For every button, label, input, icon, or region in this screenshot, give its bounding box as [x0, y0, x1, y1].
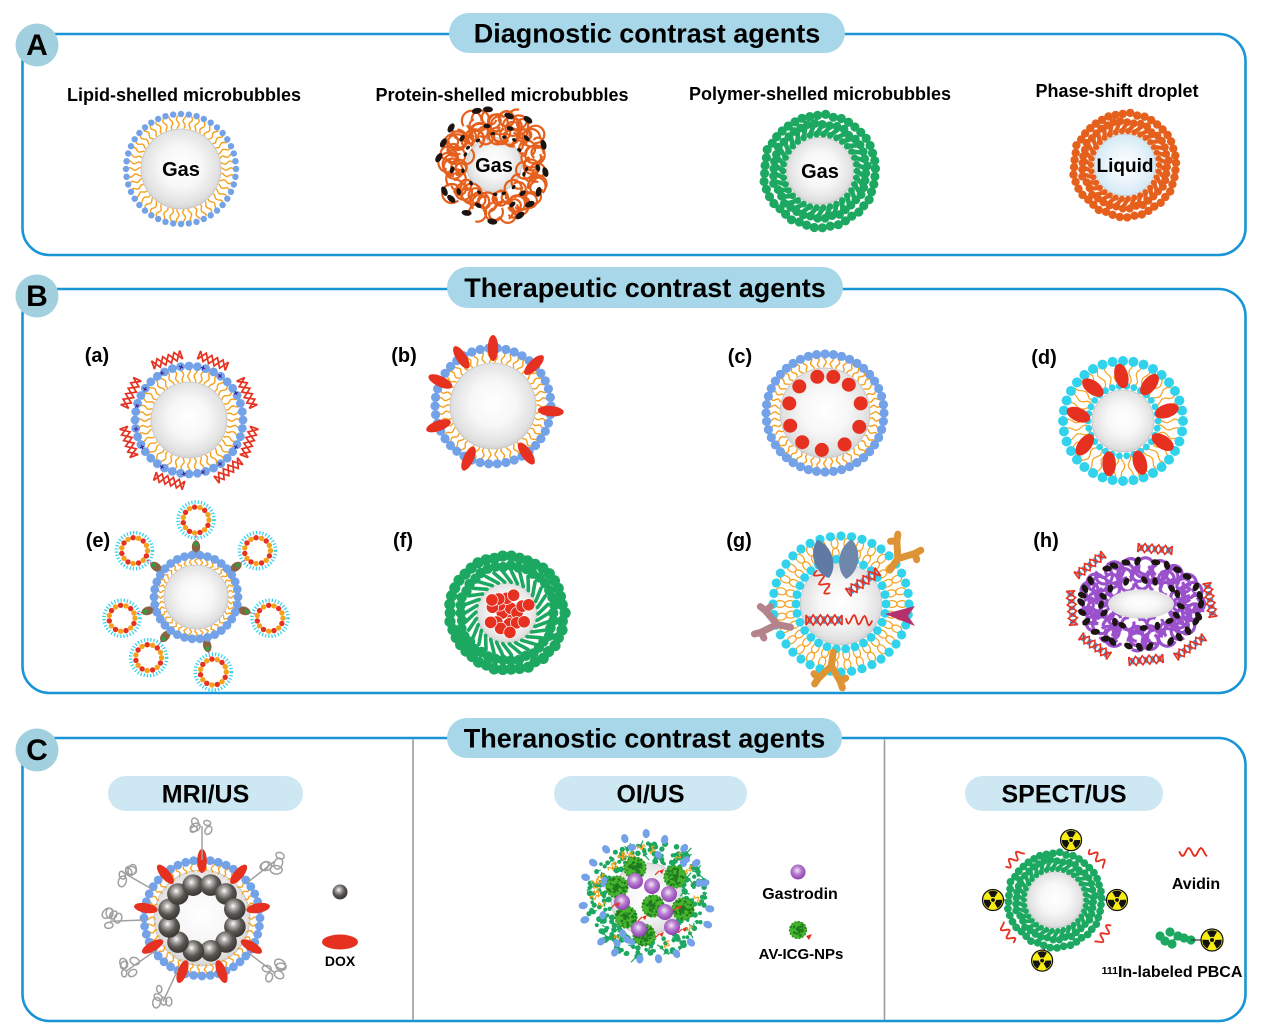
svg-text:+: + — [215, 459, 226, 470]
svg-text:Gas: Gas — [801, 161, 839, 183]
svg-text:Protein-shelled microbubbles: Protein-shelled microbubbles — [375, 85, 628, 105]
svg-text:111In-labeled PBCA: 111In-labeled PBCA — [1102, 964, 1243, 981]
svg-text:B: B — [26, 280, 48, 313]
svg-text:(e): (e) — [86, 530, 110, 552]
svg-text:Phase-shift droplet: Phase-shift droplet — [1035, 81, 1198, 101]
svg-text:(b): (b) — [391, 345, 417, 367]
svg-text:Theranostic contrast agents: Theranostic contrast agents — [464, 724, 826, 754]
svg-text:AV-ICG-NPs: AV-ICG-NPs — [759, 946, 844, 963]
svg-text:+: + — [157, 461, 167, 472]
svg-text:Avidin: Avidin — [1172, 876, 1220, 893]
svg-text:Diagnostic contrast agents: Diagnostic contrast agents — [474, 19, 821, 49]
svg-text:Therapeutic contrast agents: Therapeutic contrast agents — [464, 273, 826, 303]
svg-text:OI/US: OI/US — [616, 781, 684, 809]
svg-text:Polymer-shelled microbubbles: Polymer-shelled microbubbles — [689, 84, 951, 104]
svg-text:+: + — [230, 388, 241, 398]
svg-text:(a): (a) — [85, 345, 109, 367]
svg-text:+: + — [179, 470, 190, 477]
svg-text:(f): (f) — [393, 530, 413, 552]
svg-text:+: + — [215, 371, 226, 382]
svg-text:+: + — [198, 467, 209, 478]
svg-text:SPECT/US: SPECT/US — [1001, 781, 1126, 809]
svg-text:Gastrodin: Gastrodin — [762, 886, 838, 903]
svg-text:DOX: DOX — [325, 953, 356, 969]
svg-text:Gas: Gas — [162, 159, 200, 181]
svg-text:A: A — [26, 29, 48, 62]
svg-text:MRI/US: MRI/US — [162, 781, 250, 809]
svg-text:(h): (h) — [1033, 530, 1059, 552]
svg-text:+: + — [199, 363, 207, 374]
svg-text:+: + — [133, 424, 139, 434]
svg-text:Liquid: Liquid — [1097, 156, 1154, 177]
svg-text:+: + — [159, 368, 165, 378]
svg-text:+: + — [140, 383, 150, 394]
svg-text:(d): (d) — [1031, 347, 1057, 369]
svg-text:+: + — [231, 441, 241, 452]
svg-text:C: C — [26, 734, 48, 767]
svg-text:(c): (c) — [728, 346, 752, 368]
svg-text:+: + — [136, 443, 147, 452]
svg-text:+: + — [177, 361, 185, 372]
svg-text:Lipid-shelled microbubbles: Lipid-shelled microbubbles — [67, 85, 301, 105]
svg-text:Gas: Gas — [475, 155, 513, 177]
svg-text:+: + — [131, 401, 142, 411]
svg-text:(g): (g) — [726, 530, 752, 552]
